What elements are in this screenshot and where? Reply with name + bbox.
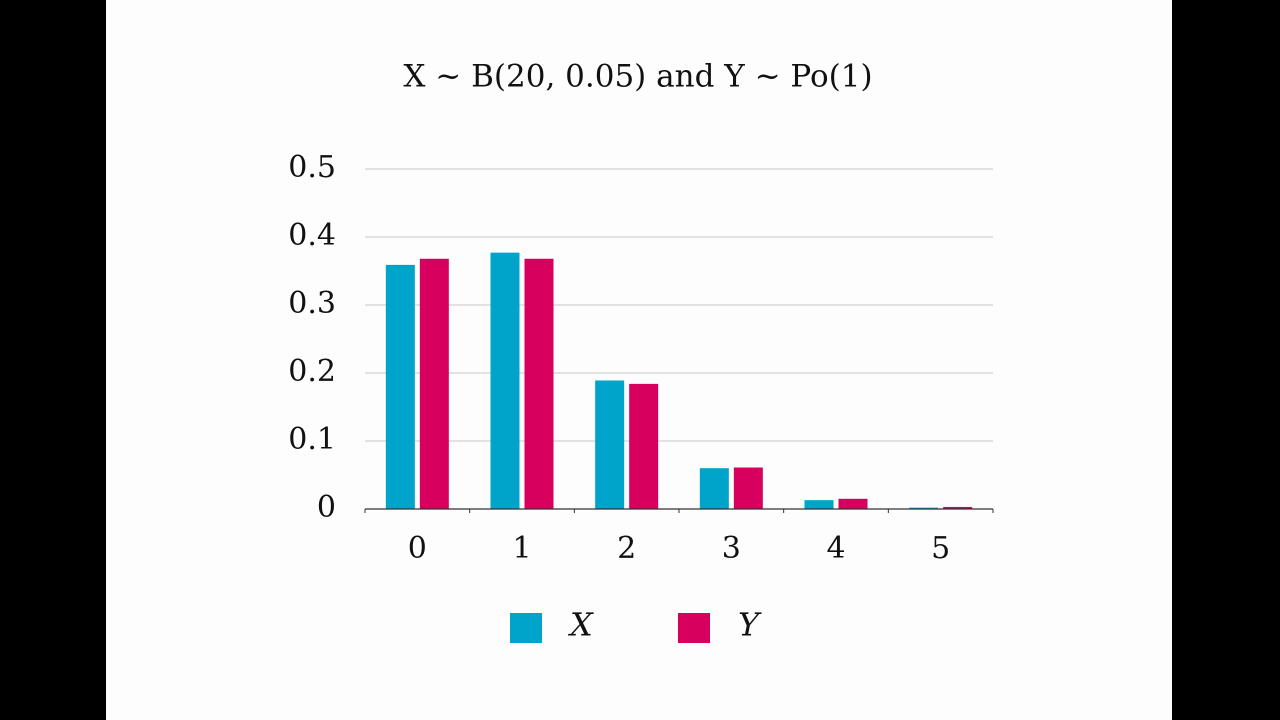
- chart-title: X ~ B(20, 0.05) and Y ~ Po(1): [403, 59, 872, 95]
- bar: [629, 383, 659, 509]
- bar: [909, 507, 939, 509]
- y-tick-label: 0.5: [288, 150, 336, 185]
- y-tick-label: 0.3: [288, 286, 336, 321]
- bar: [490, 252, 520, 509]
- y-tick-label: 0: [317, 490, 336, 525]
- bar: [419, 258, 449, 509]
- x-tick-label: 3: [722, 531, 741, 566]
- legend-swatch: [510, 613, 542, 643]
- legend-label: X: [567, 606, 594, 644]
- bar: [733, 467, 763, 509]
- slide: [106, 0, 1172, 720]
- bar: [524, 258, 554, 509]
- bar: [385, 264, 415, 509]
- legend-label: Y: [738, 606, 762, 644]
- bar: [943, 506, 973, 509]
- legend-swatch: [678, 613, 710, 643]
- y-tick-label: 0.2: [288, 354, 336, 389]
- bar: [699, 468, 729, 509]
- x-tick-label: 4: [826, 531, 845, 566]
- bar: [804, 500, 834, 509]
- y-tick-label: 0.1: [288, 422, 336, 457]
- bar: [595, 380, 625, 509]
- x-tick-label: 5: [931, 531, 950, 566]
- x-tick-label: 0: [408, 531, 427, 566]
- y-tick-label: 0.4: [288, 218, 336, 253]
- x-tick-label: 1: [512, 531, 531, 566]
- x-tick-label: 2: [617, 531, 636, 566]
- bar: [838, 498, 868, 509]
